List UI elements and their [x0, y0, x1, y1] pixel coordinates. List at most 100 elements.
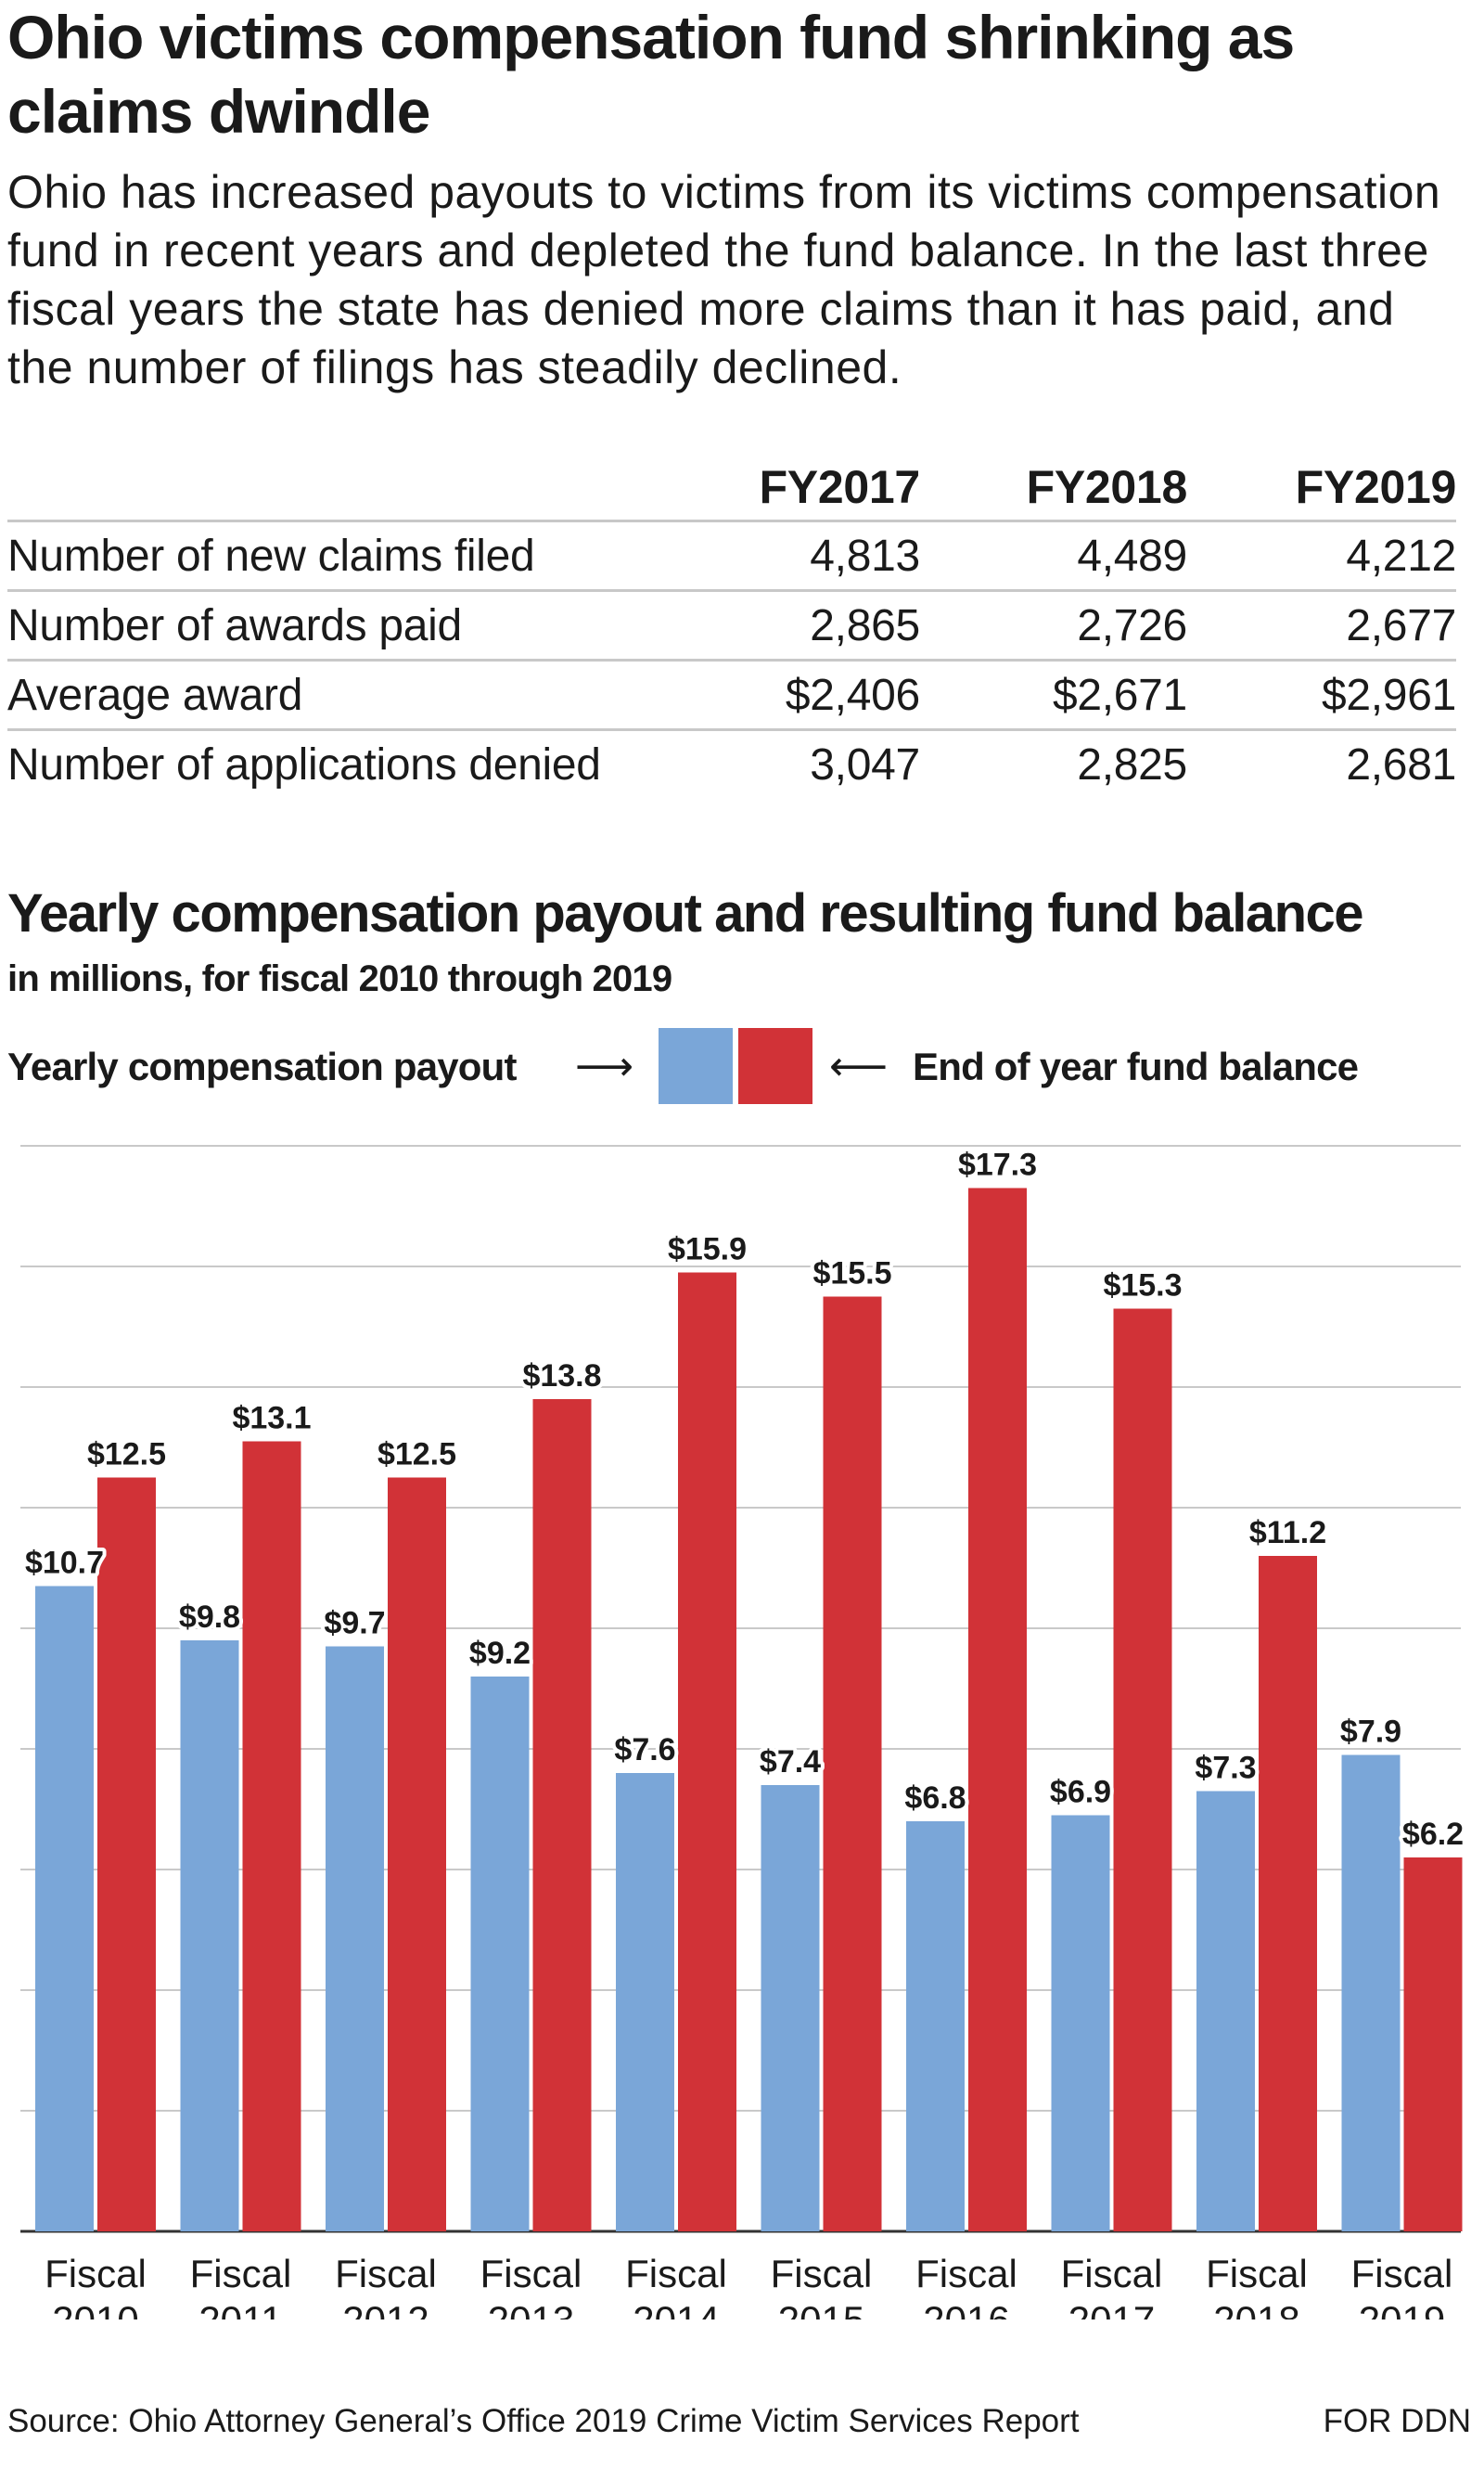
payout-value-label: $7.9 [1340, 1715, 1401, 1750]
x-tick-label: Fiscal [625, 2252, 727, 2295]
table-row: Average award $2,406 $2,671 $2,961 [7, 660, 1456, 731]
table-header-fy2017: FY2017 [759, 455, 920, 522]
x-tick-label: Fiscal [915, 2252, 1017, 2295]
payout-bar [35, 1586, 94, 2231]
row-label: Number of applications denied [7, 739, 601, 790]
table-header-fy2019: FY2019 [1186, 455, 1456, 522]
table-cell: 4,212 [1186, 520, 1456, 592]
table-cell: 4,813 [759, 520, 920, 592]
balance-value-label: $12.5 [377, 1437, 456, 1472]
x-tick-label: Fiscal [771, 2252, 873, 2295]
legend-label-payout: Yearly compensation payout [7, 1045, 518, 1088]
balance-value-label: $15.3 [1103, 1268, 1182, 1304]
row-label: Average award [7, 660, 760, 731]
x-tick-label: Fiscal [1206, 2252, 1308, 2295]
x-tick-label: Fiscal [45, 2252, 147, 2295]
payout-value-label: $7.3 [1195, 1751, 1256, 1786]
chart-legend: Yearly compensation payout ⟶ ⟵ End of ye… [7, 1028, 1482, 1108]
headline: Ohio victims compensation fund shrinking… [7, 3, 1295, 146]
balance-bar [97, 1477, 156, 2231]
payout-bar [1196, 1791, 1255, 2231]
table-cell: 4,489 [919, 520, 1187, 592]
balance-bar [532, 1399, 592, 2231]
table-row: Number of new claims filed 4,813 4,489 4… [7, 520, 1456, 592]
table-cell: 2,865 [759, 590, 920, 662]
balance-bar [1259, 1556, 1317, 2231]
table-cell: $2,406 [759, 660, 920, 731]
row-label: Number of new claims filed [7, 520, 760, 592]
table-header-blank [7, 455, 760, 522]
claims-table: FY2017 FY2018 FY2019 Number of new claim… [7, 455, 1456, 798]
source-note: Source: Ohio Attorney General’s Office 2… [7, 2403, 1080, 2439]
chart-bars [35, 1188, 1463, 2231]
payout-value-label: $9.7 [324, 1606, 385, 1641]
table-row: Number of applications denied 3,047 2,82… [7, 730, 1456, 799]
balance-value-label: $13.1 [232, 1401, 311, 1436]
balance-bar [242, 1441, 301, 2231]
balance-bar [823, 1296, 882, 2231]
balance-bar [1113, 1308, 1172, 2231]
balance-bar [1403, 1857, 1463, 2231]
x-tick-label: 2013 [488, 2298, 574, 2319]
x-tick-label: 2012 [342, 2298, 429, 2319]
table-cell: 3,047 [810, 739, 920, 790]
payout-bar [470, 1677, 530, 2231]
balance-bar [968, 1188, 1027, 2231]
chart-x-tick-labels: Fiscal 2010 Fiscal 2011 Fiscal 2012 Fiscal 2013… [45, 2252, 1452, 2319]
x-tick-label: 2019 [1359, 2298, 1445, 2319]
x-tick-label: 2016 [923, 2298, 1009, 2319]
balance-value-label: $13.8 [522, 1358, 601, 1394]
left-arrow-icon: ⟵ [829, 1044, 889, 1089]
table-row: Number of awards paid 2,865 2,726 2,677 [7, 590, 1456, 662]
balance-value-label: $15.9 [668, 1232, 747, 1267]
row-label: Number of awards paid [7, 590, 760, 662]
table-header-row: FY2017 FY2018 FY2019 [7, 455, 1456, 522]
table-cell: 2,726 [919, 590, 1187, 662]
x-tick-label: Fiscal [1351, 2252, 1453, 2295]
x-tick-label: Fiscal [190, 2252, 292, 2295]
x-tick-label: Fiscal [335, 2252, 437, 2295]
payout-value-label: $6.9 [1050, 1775, 1111, 1810]
payout-bar [1051, 1815, 1110, 2231]
table-cell: 2,677 [1186, 590, 1456, 662]
balance-bar [678, 1272, 736, 2231]
payout-value-label: $7.6 [614, 1732, 675, 1767]
payout-bar [761, 1785, 820, 2231]
table-cell: $2,961 [1186, 660, 1456, 731]
table-cell: 2,681 [1346, 739, 1456, 790]
balance-value-label: $12.5 [87, 1437, 166, 1472]
chart-title: Yearly compensation payout and resulting… [7, 883, 1364, 944]
balance-value-label: $11.2 [1249, 1515, 1326, 1550]
payout-value-label: $9.2 [469, 1636, 531, 1671]
payout-bar [180, 1640, 239, 2231]
x-tick-label: 2018 [1213, 2298, 1299, 2319]
payout-value-label: $9.8 [179, 1600, 240, 1635]
table-cell: $2,671 [919, 660, 1187, 731]
x-tick-label: 2011 [198, 2298, 282, 2319]
x-tick-label: 2015 [778, 2298, 864, 2319]
payout-value-label: $7.4 [760, 1744, 821, 1780]
balance-value-label: $6.2 [1402, 1817, 1464, 1852]
intro-text: Ohio has increased payouts to victims fr… [7, 166, 1441, 393]
chart-subtitle: in millions, for fiscal 2010 through 201… [7, 958, 672, 999]
legend-swatch-payout [659, 1028, 733, 1104]
x-tick-label: 2017 [1068, 2298, 1155, 2319]
balance-bar [388, 1477, 446, 2231]
payout-value-label: $10.7 [25, 1546, 104, 1581]
x-tick-label: 2010 [52, 2298, 138, 2319]
legend-label-balance: End of year fund balance [913, 1045, 1359, 1088]
x-tick-label: Fiscal [480, 2252, 582, 2295]
payout-value-label: $6.8 [904, 1780, 966, 1816]
payout-bar [1341, 1754, 1401, 2231]
bar-chart: $10.7 $12.5 $9.8 $13.1 $9.7 $12.5 $9.2 $13.8 $7.… [20, 1144, 1467, 2319]
balance-value-label: $15.5 [812, 1256, 891, 1291]
chart-value-labels: $10.7 $12.5 $9.8 $13.1 $9.7 $12.5 $9.2 $13.8 $7.… [21, 1144, 1467, 1857]
credit-note: FOR DDN [1323, 2403, 1471, 2439]
x-tick-label: 2014 [633, 2298, 719, 2319]
table-cell: 2,825 [1077, 739, 1187, 790]
right-arrow-icon: ⟶ [575, 1044, 634, 1089]
x-tick-label: Fiscal [1061, 2252, 1163, 2295]
payout-bar [326, 1646, 384, 2231]
balance-value-label: $17.3 [958, 1148, 1037, 1183]
